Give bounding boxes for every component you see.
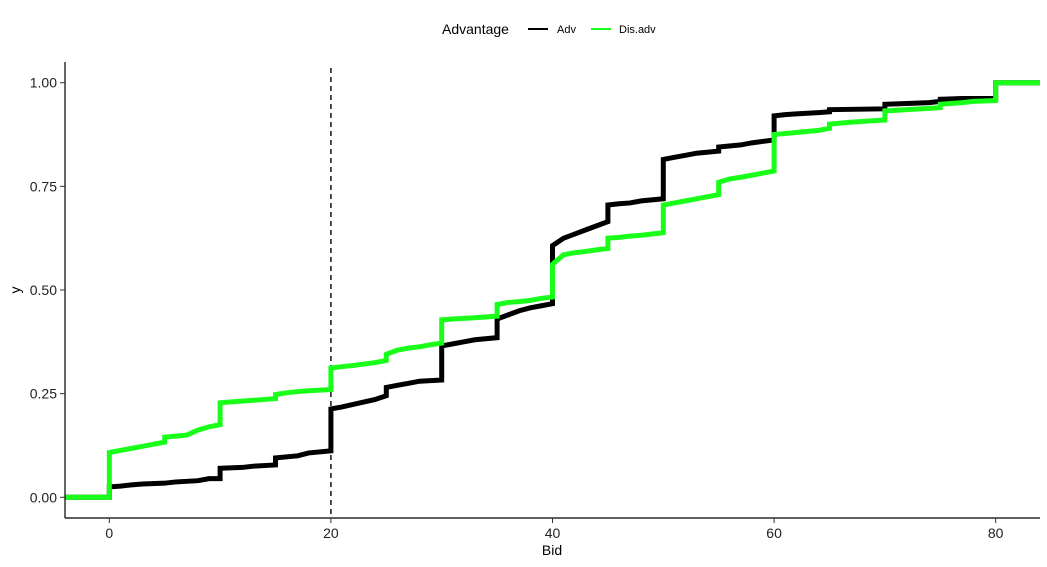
x-tick-label: 20 [323, 525, 339, 541]
legend-label-disadv: Dis.adv [619, 24, 656, 36]
y-tick-label: 0.25 [30, 386, 57, 402]
plot-area [65, 68, 1040, 518]
legend-title: Advantage [442, 21, 509, 37]
y-tick-label: 0.00 [30, 489, 57, 505]
series-line-dis-adv [65, 80, 1040, 500]
y-tick-label: 1.00 [30, 75, 57, 91]
series-line-adv [65, 80, 1040, 500]
legend-label-adv: Adv [557, 24, 576, 36]
y-tick-label: 0.75 [30, 178, 57, 194]
y-axis-title: y [7, 287, 23, 294]
legend: Advantage Adv Dis.adv [442, 21, 656, 37]
x-tick-label: 40 [545, 525, 561, 541]
x-tick-label: 0 [105, 525, 113, 541]
x-axis-title: Bid [542, 542, 562, 558]
x-ticks: 0 20 40 60 80 [105, 518, 1004, 541]
y-ticks: 0.00 0.25 0.50 0.75 1.00 [30, 75, 65, 505]
x-tick-label: 60 [766, 525, 782, 541]
x-tick-label: 80 [988, 525, 1004, 541]
y-tick-label: 0.50 [30, 282, 57, 298]
